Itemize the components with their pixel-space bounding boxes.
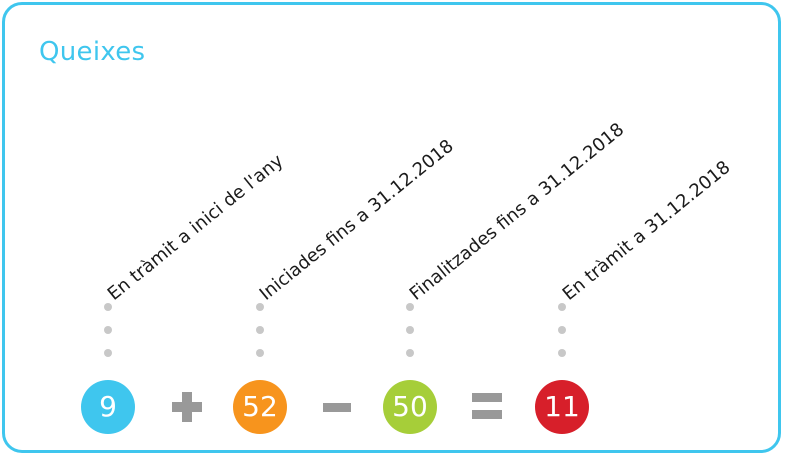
connector-dot xyxy=(256,326,264,334)
connector-dot xyxy=(558,349,566,357)
label-initial-pending: En tràmit a inici de l'any xyxy=(103,150,288,305)
value-final-pending: 11 xyxy=(535,380,589,434)
connector-dot xyxy=(256,349,264,357)
value-initiated: 52 xyxy=(233,380,287,434)
connector-dot xyxy=(558,303,566,311)
connector-dot xyxy=(406,303,414,311)
connector-dot xyxy=(104,326,112,334)
connector-dot xyxy=(558,326,566,334)
value-finalized: 50 xyxy=(383,380,437,434)
connector-dot xyxy=(406,326,414,334)
complaints-card: Queixes En tràmit a inici de l'any Inici… xyxy=(2,2,781,453)
card-title: Queixes xyxy=(39,37,146,67)
connector-dot xyxy=(104,349,112,357)
value-initial-pending: 9 xyxy=(81,380,135,434)
connector-dot xyxy=(256,303,264,311)
connector-dot xyxy=(104,303,112,311)
label-final-pending: En tràmit a 31.12.2018 xyxy=(558,156,735,305)
connector-dot xyxy=(406,349,414,357)
